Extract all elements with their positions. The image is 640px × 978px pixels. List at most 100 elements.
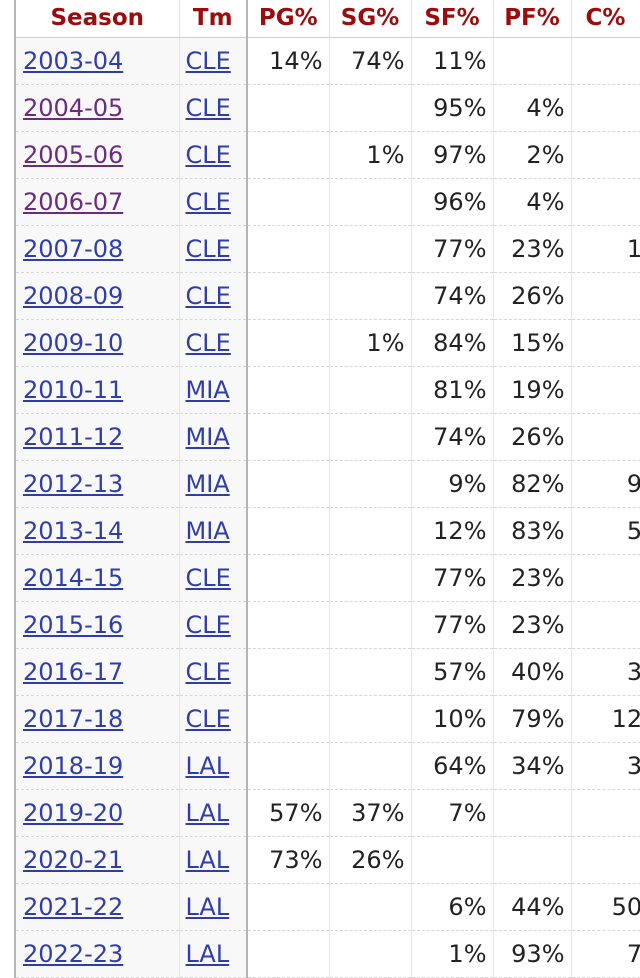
team-link[interactable]: LAL bbox=[185, 799, 230, 827]
team-link[interactable]: CLE bbox=[185, 564, 231, 592]
pf-pct-cell: 44% bbox=[492, 883, 571, 931]
team-cell: LAL bbox=[178, 930, 248, 978]
table-row: 2010-11 MIA 81% 19% bbox=[14, 366, 640, 414]
table-row: 2015-16 CLE 77% 23% bbox=[14, 601, 640, 649]
sf-pct-cell: 74% bbox=[410, 413, 493, 461]
team-link[interactable]: MIA bbox=[185, 470, 230, 498]
season-link[interactable]: 2008-09 bbox=[23, 282, 124, 310]
season-link[interactable]: 2018-19 bbox=[23, 752, 124, 780]
season-link[interactable]: 2005-06 bbox=[23, 141, 124, 169]
season-cell: 2003-04 bbox=[14, 37, 179, 85]
season-link[interactable]: 2006-07 bbox=[23, 188, 124, 216]
header-sf-pct[interactable]: SF% bbox=[410, 0, 493, 38]
team-cell: CLE bbox=[178, 272, 248, 320]
team-link[interactable]: LAL bbox=[185, 846, 230, 874]
c-pct-cell: 12% bbox=[570, 695, 640, 743]
team-link[interactable]: CLE bbox=[185, 658, 231, 686]
pg-pct-cell bbox=[246, 178, 329, 226]
team-link[interactable]: CLE bbox=[185, 282, 231, 310]
team-link[interactable]: CLE bbox=[185, 94, 231, 122]
c-pct-cell bbox=[570, 601, 640, 649]
sg-pct-cell bbox=[328, 695, 411, 743]
sf-pct-cell: 9% bbox=[410, 460, 493, 508]
season-link[interactable]: 2004-05 bbox=[23, 94, 124, 122]
season-link[interactable]: 2016-17 bbox=[23, 658, 124, 686]
pg-pct-cell bbox=[246, 601, 329, 649]
team-link[interactable]: MIA bbox=[185, 376, 230, 404]
season-link[interactable]: 2010-11 bbox=[23, 376, 124, 404]
header-c-pct[interactable]: C% bbox=[570, 0, 640, 38]
team-cell: CLE bbox=[178, 84, 248, 132]
season-cell: 2012-13 bbox=[14, 460, 179, 508]
header-team[interactable]: Tm bbox=[178, 0, 248, 38]
team-cell: LAL bbox=[178, 836, 248, 884]
team-link[interactable]: LAL bbox=[185, 893, 230, 921]
team-cell: CLE bbox=[178, 178, 248, 226]
pf-pct-cell: 15% bbox=[492, 319, 571, 367]
team-cell: LAL bbox=[178, 789, 248, 837]
table-row: 2004-05 CLE 95% 4% bbox=[14, 84, 640, 132]
season-cell: 2007-08 bbox=[14, 225, 179, 273]
team-link[interactable]: CLE bbox=[185, 235, 231, 263]
team-link[interactable]: LAL bbox=[185, 752, 230, 780]
season-link[interactable]: 2020-21 bbox=[23, 846, 124, 874]
pg-pct-cell: 73% bbox=[246, 836, 329, 884]
season-link[interactable]: 2013-14 bbox=[23, 517, 124, 545]
team-link[interactable]: CLE bbox=[185, 141, 231, 169]
pf-pct-cell: 83% bbox=[492, 507, 571, 555]
pg-pct-cell bbox=[246, 507, 329, 555]
table-row: 2008-09 CLE 74% 26% bbox=[14, 272, 640, 320]
c-pct-cell bbox=[570, 178, 640, 226]
season-cell: 2014-15 bbox=[14, 554, 179, 602]
sf-pct-cell: 10% bbox=[410, 695, 493, 743]
sg-pct-cell bbox=[328, 742, 411, 790]
team-link[interactable]: LAL bbox=[185, 940, 230, 968]
team-link[interactable]: CLE bbox=[185, 47, 231, 75]
c-pct-cell: 1% bbox=[570, 225, 640, 273]
header-season[interactable]: Season bbox=[14, 0, 179, 38]
season-link[interactable]: 2009-10 bbox=[23, 329, 124, 357]
team-link[interactable]: MIA bbox=[185, 423, 230, 451]
c-pct-cell bbox=[570, 37, 640, 85]
season-link[interactable]: 2012-13 bbox=[23, 470, 124, 498]
season-link[interactable]: 2022-23 bbox=[23, 940, 124, 968]
pf-pct-cell: 79% bbox=[492, 695, 571, 743]
header-pg-pct[interactable]: PG% bbox=[246, 0, 329, 38]
season-link[interactable]: 2003-04 bbox=[23, 47, 124, 75]
season-link[interactable]: 2011-12 bbox=[23, 423, 124, 451]
pg-pct-cell bbox=[246, 413, 329, 461]
season-cell: 2017-18 bbox=[14, 695, 179, 743]
pg-pct-cell: 14% bbox=[246, 37, 329, 85]
team-cell: MIA bbox=[178, 460, 248, 508]
season-link[interactable]: 2019-20 bbox=[23, 799, 124, 827]
pf-pct-cell: 4% bbox=[492, 178, 571, 226]
pf-pct-cell: 4% bbox=[492, 84, 571, 132]
header-sg-pct[interactable]: SG% bbox=[328, 0, 411, 38]
sf-pct-cell: 95% bbox=[410, 84, 493, 132]
season-link[interactable]: 2015-16 bbox=[23, 611, 124, 639]
season-link[interactable]: 2017-18 bbox=[23, 705, 124, 733]
team-link[interactable]: MIA bbox=[185, 517, 230, 545]
table-row: 2003-04 CLE 14% 74% 11% bbox=[14, 37, 640, 85]
sf-pct-cell: 74% bbox=[410, 272, 493, 320]
pf-pct-cell bbox=[492, 37, 571, 85]
c-pct-cell: 3% bbox=[570, 742, 640, 790]
team-link[interactable]: CLE bbox=[185, 188, 231, 216]
pf-pct-cell: 23% bbox=[492, 225, 571, 273]
sf-pct-cell: 7% bbox=[410, 789, 493, 837]
pg-pct-cell bbox=[246, 319, 329, 367]
team-link[interactable]: CLE bbox=[185, 329, 231, 357]
c-pct-cell bbox=[570, 366, 640, 414]
pf-pct-cell: 93% bbox=[492, 930, 571, 978]
season-link[interactable]: 2021-22 bbox=[23, 893, 124, 921]
team-link[interactable]: CLE bbox=[185, 705, 231, 733]
header-pf-pct[interactable]: PF% bbox=[492, 0, 571, 38]
season-link[interactable]: 2014-15 bbox=[23, 564, 124, 592]
pf-pct-cell: 40% bbox=[492, 648, 571, 696]
sf-pct-cell: 57% bbox=[410, 648, 493, 696]
season-link[interactable]: 2007-08 bbox=[23, 235, 124, 263]
season-cell: 2004-05 bbox=[14, 84, 179, 132]
team-link[interactable]: CLE bbox=[185, 611, 231, 639]
table-row: 2013-14 MIA 12%83%5% bbox=[14, 507, 640, 555]
team-cell: CLE bbox=[178, 37, 248, 85]
